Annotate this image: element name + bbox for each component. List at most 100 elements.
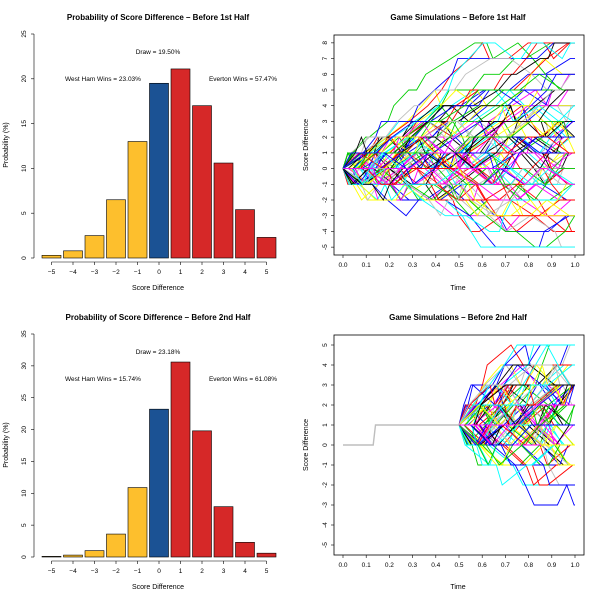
x-axis: −5 −4 −3 −2 −1 0 1 2 3 4 5 <box>48 261 269 276</box>
bar-chart-2nd-half: Probability of Score Difference – Before… <box>3 313 277 591</box>
bar <box>256 552 277 558</box>
bar <box>192 430 212 558</box>
y-axis: 0 5 10 15 20 25 <box>21 30 35 260</box>
y-tick-label: -1 <box>322 181 329 187</box>
x-tick-label: −2 <box>112 568 120 575</box>
y-tick-label: -2 <box>322 482 329 488</box>
y-tick-label: 0 <box>21 555 28 559</box>
x-tick-label: 1 <box>179 568 183 575</box>
x-tick-label: −5 <box>48 269 56 276</box>
bar <box>63 250 83 259</box>
y-tick-label: 6 <box>322 72 329 76</box>
bar-chart-1st-half: Probability of Score Difference – Before… <box>3 13 277 292</box>
y-tick-label: 4 <box>322 363 329 367</box>
x-tick-label: 1.0 <box>570 562 579 569</box>
simulation-line <box>458 404 575 446</box>
chart-title: Game Simulations – Before 2nd Half <box>389 313 527 322</box>
x-tick-label: 0.2 <box>385 562 394 569</box>
x-tick-label: −4 <box>69 568 77 575</box>
x-tick-label: −4 <box>69 269 77 276</box>
y-tick-label: -4 <box>322 522 329 528</box>
x-tick-label: 0.6 <box>478 262 487 269</box>
y-tick-label: 0 <box>322 166 329 170</box>
y-axis-label: Probability (%) <box>3 422 10 468</box>
x-tick-label: −1 <box>134 568 142 575</box>
y-tick-label: 8 <box>322 41 329 45</box>
chart-title: Game Simulations – Before 1st Half <box>390 13 525 22</box>
simulation-line <box>459 424 575 446</box>
bar <box>63 554 83 558</box>
x-tick-label: 0.1 <box>362 562 371 569</box>
y-tick-label: 1 <box>322 151 329 155</box>
y-tick-label: -3 <box>322 502 329 508</box>
bar <box>213 162 234 259</box>
simulation-line <box>343 152 575 186</box>
y-tick-label: 20 <box>21 75 28 83</box>
x-tick-label: 1.0 <box>570 262 579 269</box>
bar <box>127 141 148 259</box>
y-tick-label: -3 <box>322 212 329 218</box>
x-tick-label: 0.7 <box>501 262 510 269</box>
y-tick-label: 3 <box>322 383 329 387</box>
x-tick-label: 4 <box>243 568 247 575</box>
simulation-line <box>458 404 575 466</box>
simulation-line <box>343 152 575 186</box>
bar <box>127 487 148 558</box>
y-axis: -5 -4 -3 -2 -1 0 1 2 3 4 5 <box>322 343 334 548</box>
y-tick-label: 35 <box>21 330 28 338</box>
annotation-west-ham-wins: West Ham Wins = 23.03% <box>65 76 141 83</box>
annotation-draw: Draw = 23.18% <box>136 349 181 356</box>
x-axis: 0.0 0.1 0.2 0.3 0.4 0.5 0.6 0.7 0.8 0.9 1.0 <box>338 255 580 269</box>
x-axis-label: Time <box>450 285 465 292</box>
y-tick-label: 4 <box>322 104 329 108</box>
x-tick-label: 0.5 <box>454 562 463 569</box>
bar <box>84 235 105 259</box>
y-tick-label: 20 <box>21 426 28 434</box>
simulation-lines <box>342 42 576 248</box>
y-tick-label: 2 <box>322 403 329 407</box>
bars <box>41 68 277 259</box>
x-axis-label: Time <box>450 584 465 591</box>
bar <box>149 82 169 259</box>
chart-title: Probability of Score Difference – Before… <box>67 13 250 22</box>
x-tick-label: 0.4 <box>431 562 440 569</box>
bar <box>41 255 62 259</box>
x-axis-label: Score Difference <box>132 584 184 591</box>
simulation-line <box>459 384 575 426</box>
x-tick-label: 0.7 <box>501 562 510 569</box>
y-axis-label: Probability (%) <box>3 122 10 168</box>
y-tick-label: -5 <box>322 542 329 548</box>
x-tick-label: 0.9 <box>547 262 556 269</box>
x-tick-label: 0.0 <box>338 262 347 269</box>
simulation-lines <box>343 344 576 506</box>
y-tick-label: 1 <box>322 423 329 427</box>
annotation-everton-wins: Everton Wins = 61.08% <box>209 376 277 383</box>
simulation-line <box>342 42 575 169</box>
y-tick-label: -5 <box>322 244 329 250</box>
x-tick-label: 1 <box>179 269 183 276</box>
bar <box>235 542 255 558</box>
simulation-line <box>458 364 575 426</box>
simulation-line <box>458 424 575 466</box>
annotation-west-ham-wins: West Ham Wins = 15.74% <box>65 376 141 383</box>
y-tick-label: 10 <box>21 489 28 497</box>
y-tick-label: -4 <box>322 228 329 234</box>
x-tick-label: −2 <box>112 269 120 276</box>
y-tick-label: -2 <box>322 197 329 203</box>
x-tick-label: 0.9 <box>547 562 556 569</box>
simulation-line <box>342 89 575 201</box>
bar <box>213 506 234 558</box>
y-tick-label: 0 <box>21 256 28 260</box>
y-tick-label: 5 <box>322 88 329 92</box>
x-tick-label: 0.8 <box>524 262 533 269</box>
y-axis-label: Score Difference <box>303 419 310 471</box>
y-tick-label: 30 <box>21 362 28 370</box>
y-tick-label: 25 <box>21 394 28 402</box>
simulation-line <box>342 42 575 169</box>
simulation-chart-2nd-half: Game Simulations – Before 2nd Half Time … <box>303 313 585 591</box>
bar <box>106 199 126 259</box>
x-tick-label: 0.2 <box>385 262 394 269</box>
bar <box>106 533 126 558</box>
simulation-chart-1st-half: Game Simulations – Before 1st Half Time … <box>303 13 585 292</box>
